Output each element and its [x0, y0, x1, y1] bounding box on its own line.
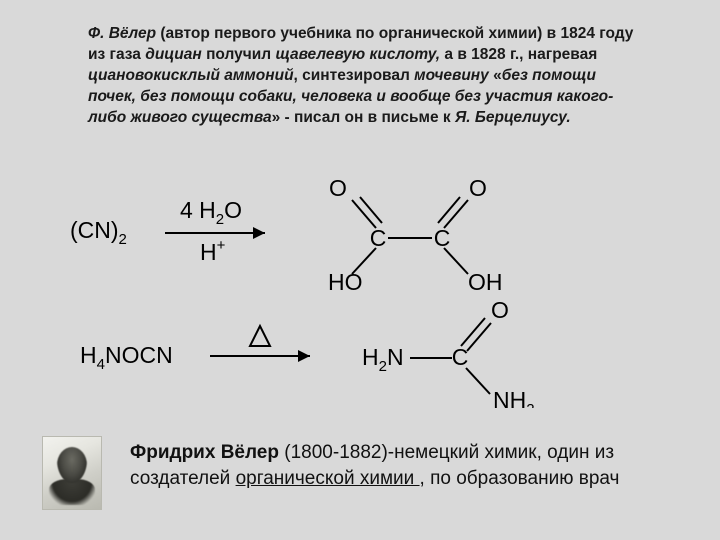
intro-seg: циановокисклый аммоний [88, 67, 294, 84]
r1-label-HO: HO [328, 269, 363, 295]
intro-seg: дициан [145, 46, 206, 63]
r2-label-C: C [452, 344, 469, 370]
caption-years: (1800-1882)- [284, 442, 394, 463]
intro-seg: » - писал он в письме к [272, 109, 455, 126]
intro-seg: получил [206, 46, 275, 63]
delta-icon [250, 326, 270, 346]
r1-label-O: O [329, 178, 347, 201]
intro-seg: , синтезировал [294, 67, 415, 84]
r1-label-C: C [370, 225, 387, 251]
r1-arrow-head [253, 227, 265, 239]
r1-under-arrow: H+ [200, 237, 226, 265]
intro-seg: мочевину [414, 67, 493, 84]
r1-reagent: (CN)2 [70, 217, 127, 248]
r1-label-C: C [434, 225, 451, 251]
intro-seg: « [493, 67, 502, 84]
r1-label-OH: OH [468, 269, 503, 295]
r1-label-O: O [469, 178, 487, 201]
r2-label-NH2: NH2 [493, 387, 535, 408]
r1-over-arrow: 4 H2O [180, 197, 242, 228]
r2-product-urea [410, 318, 491, 394]
intro-seg: а в 1828 г., нагревая [444, 46, 597, 63]
intro-seg: Ф. Вёлер [88, 25, 160, 42]
portrait-wohler [42, 436, 102, 510]
reaction-diagrams: (CN)2 4 H2O H+ [70, 178, 660, 408]
r2-reagent: H4NOCN [80, 342, 173, 373]
slide: Ф. Вёлер (автор первого учебника по орга… [0, 0, 720, 540]
intro-seg: щавелевую кислоту, [275, 46, 444, 63]
caption-text: , по образованию врач [420, 468, 620, 489]
r2-label-H2N: H2N [362, 344, 404, 375]
caption-name: Фридрих Вёлер [130, 442, 284, 463]
intro-seg: Я. Берцелиусу. [455, 109, 571, 126]
intro-paragraph: Ф. Вёлер (автор первого учебника по орга… [88, 24, 648, 129]
r2-label-O: O [491, 297, 509, 323]
r2-arrow-head [298, 350, 310, 362]
caption-underline: органической химии [236, 468, 420, 489]
caption: Фридрих Вёлер (1800-1882)-немецкий химик… [130, 440, 680, 491]
